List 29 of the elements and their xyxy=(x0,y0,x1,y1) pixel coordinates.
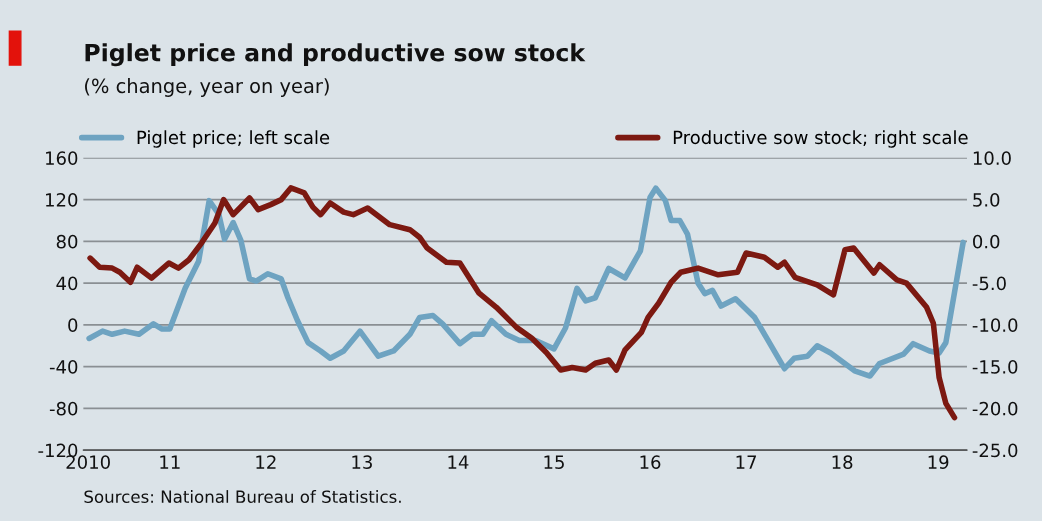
y2-tick-label: -20.0 xyxy=(972,401,1018,416)
y-tick-label: 0 xyxy=(68,318,78,332)
y-tick-label: -80 xyxy=(49,401,78,416)
y2-tick-label: 10.0 xyxy=(973,151,1011,165)
y2-tick-label: -10.0 xyxy=(972,318,1018,332)
y-tick-label: 80 xyxy=(56,234,78,249)
x-tick-label: 14 xyxy=(448,455,469,469)
source-note: Sources: National Bureau of Statistics. xyxy=(84,490,401,503)
y2-tick-label: -25.0 xyxy=(972,443,1018,458)
x-tick-label: 16 xyxy=(640,455,661,469)
chart-subtitle: (% change, year on year) xyxy=(85,78,329,97)
y2-tick-label: -5.0 xyxy=(972,276,1006,291)
y2-tick-label: 5.0 xyxy=(973,193,1000,207)
legend-label: Piglet price; left scale xyxy=(137,130,330,148)
x-tick-label: 15 xyxy=(544,455,564,469)
chart-title: Piglet price and productive sow stock xyxy=(85,43,586,67)
x-tick-label: 17 xyxy=(736,455,757,469)
y-tick-label: 40 xyxy=(56,276,78,291)
y-tick-label: -40 xyxy=(49,360,78,374)
y-tick-label: 120 xyxy=(46,193,78,207)
y2-tick-label: 0.0 xyxy=(973,234,1000,249)
x-tick-label: 12 xyxy=(256,455,276,469)
y2-tick-label: -15.0 xyxy=(972,360,1018,374)
x-tick-label: 19 xyxy=(928,455,949,469)
x-tick-label: 13 xyxy=(352,455,372,469)
y-tick-label: 160 xyxy=(46,151,78,165)
legend-label: Productive sow stock; right scale xyxy=(673,130,968,148)
x-tick-label: 18 xyxy=(832,455,853,469)
x-tick-label: 11 xyxy=(160,455,180,469)
